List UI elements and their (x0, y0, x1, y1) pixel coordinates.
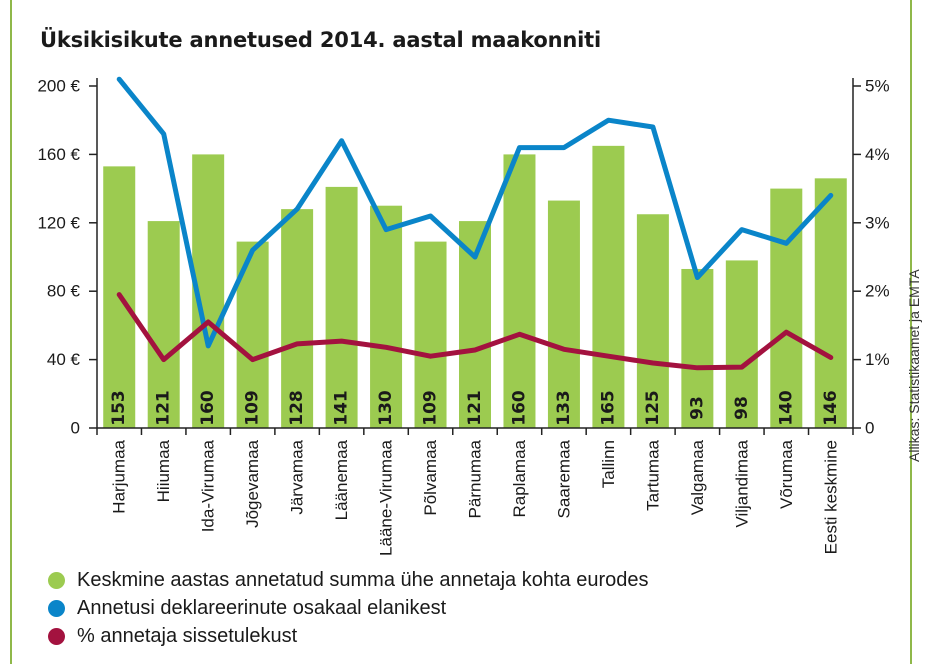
x-tick-label-13: Tartumaa (643, 439, 662, 510)
bar-value-label-7: 130 (376, 390, 396, 426)
chart-title: Üksikisikute annetused 2014. aastal maak… (40, 28, 601, 52)
bars-layer (103, 145, 847, 428)
bar-value-label-16: 140 (776, 390, 796, 426)
bar-value-label-8: 109 (421, 390, 441, 426)
x-tick-label-1: Harjumaa (110, 439, 129, 513)
bar-value-label-6: 141 (332, 390, 352, 426)
legend-marker-bars (48, 571, 65, 589)
legend-marker-share (48, 599, 65, 617)
x-tick-label-6: Läänemaa (332, 439, 351, 520)
bar-5 (281, 209, 314, 428)
bar-14 (681, 268, 714, 428)
bar-7 (370, 205, 403, 428)
x-tick-label-4: Jõgevamaa (243, 439, 262, 527)
legend-item-share: Annetusi deklareerinute osakaal elanikes… (48, 594, 648, 622)
x-tick-label-11: Saaremaa (554, 439, 573, 518)
legend-marker-income (48, 627, 65, 645)
left-tick-label-4: 40 € (47, 350, 81, 369)
bar-value-label-11: 133 (554, 390, 574, 426)
left-tick-label-5: 0 (71, 419, 80, 438)
bar-value-label-9: 121 (465, 390, 485, 426)
x-tick-label-15: Viljandimaa (732, 439, 751, 527)
x-tick-label-3: Ida-Virumaa (199, 439, 218, 532)
bar-13 (636, 214, 669, 428)
bar-labels-layer: 153 121 160 109 128 141 130 109 121 160 133 165 125 9… (109, 390, 841, 426)
bar-value-label-12: 165 (598, 390, 618, 426)
bar-value-label-2: 121 (154, 390, 174, 426)
bar-15 (725, 260, 758, 428)
x-tick-label-10: Raplamaa (510, 439, 529, 517)
bar-6 (325, 186, 358, 428)
bar-8 (414, 241, 447, 428)
x-tick-label-17: Eesti keskmine (821, 440, 840, 554)
right-tick-label-0: 5% (865, 77, 890, 96)
bar-value-label-10: 160 (509, 390, 529, 426)
bar-2 (147, 221, 180, 428)
x-tick-label-12: Tallinn (599, 440, 618, 488)
axes-layer: 200 € 160 € 120 € 80 € 40 € 0 5% 4% 3% 2% 1% 0 Harju… (37, 77, 889, 556)
bar-10 (503, 154, 536, 428)
bar-value-label-14: 93 (687, 396, 707, 420)
legend-label-bars: Keskmine aastas annetatud summa ühe anne… (77, 568, 649, 591)
right-tick-label-2: 3% (865, 213, 890, 232)
bar-value-label-15: 98 (732, 396, 752, 420)
x-tick-label-9: Pärnumaa (466, 439, 485, 518)
bar-11 (547, 200, 580, 428)
right-tick-label-3: 2% (865, 282, 890, 301)
source-note: Allikas: Statistikaamet ja EMTA (906, 269, 922, 462)
legend-item-income: % annetaja sissetulekust (48, 622, 648, 650)
bar-value-label-4: 109 (243, 390, 263, 426)
legend-item-bars: Keskmine aastas annetatud summa ühe anne… (48, 566, 648, 594)
right-tick-label-1: 4% (865, 145, 890, 164)
bar-value-label-13: 125 (643, 390, 663, 426)
legend-label-income: % annetaja sissetulekust (77, 624, 298, 647)
left-tick-label-0: 200 € (37, 77, 80, 96)
x-tick-label-16: Võrumaa (777, 439, 796, 509)
left-tick-label-2: 120 € (37, 213, 80, 232)
bar-value-label-3: 160 (198, 390, 218, 426)
bar-value-label-17: 146 (821, 390, 841, 426)
chart-frame (10, 0, 912, 664)
x-tick-label-8: Põlvamaa (421, 439, 440, 515)
left-tick-label-3: 80 € (47, 282, 81, 301)
x-tick-label-14: Valgamaa (688, 439, 707, 515)
legend: Keskmine aastas annetatud summa ühe anne… (48, 566, 648, 650)
bar-12 (592, 145, 625, 428)
chart-canvas: 153 121 160 109 128 141 130 109 121 160 133 165 125 9… (37, 76, 889, 556)
right-tick-label-4: 1% (865, 350, 890, 369)
bar-value-label-5: 128 (287, 390, 307, 426)
x-tick-label-2: Hiiumaa (154, 439, 173, 502)
x-tick-label-7: Lääne-Virumaa (377, 439, 396, 555)
right-tick-label-5: 0 (865, 419, 874, 438)
bar-value-label-1: 153 (109, 390, 129, 426)
line-share (116, 76, 834, 349)
bar-17 (814, 178, 847, 428)
lines-layer (116, 76, 834, 371)
legend-label-share: Annetusi deklareerinute osakaal elanikes… (77, 596, 447, 619)
left-tick-label-1: 160 € (37, 145, 80, 164)
line-income (116, 292, 834, 371)
x-tick-label-5: Järvamaa (288, 439, 307, 514)
